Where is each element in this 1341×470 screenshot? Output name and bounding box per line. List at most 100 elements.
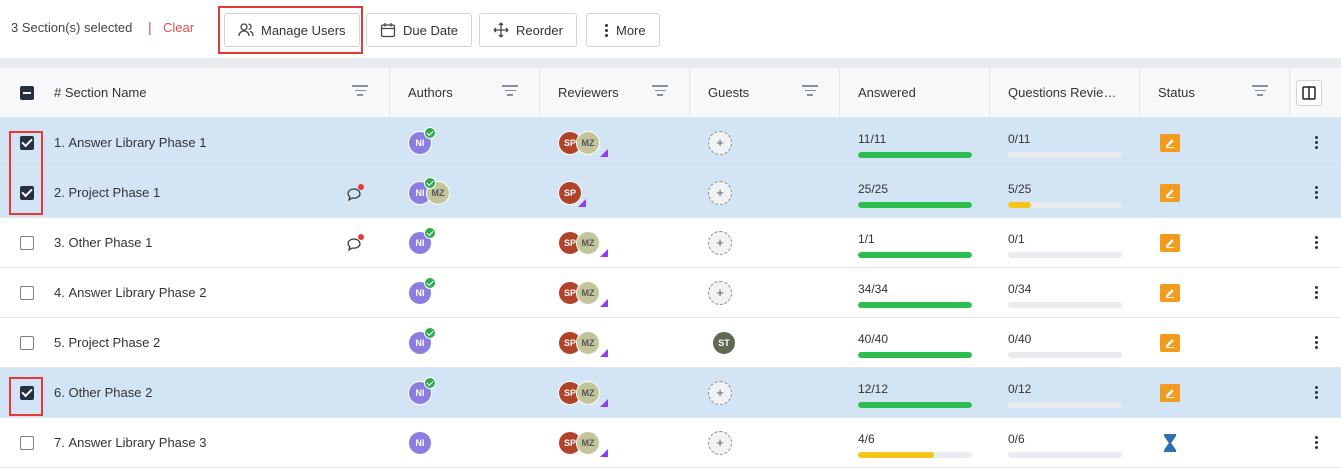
table-row[interactable]: 2. Project Phase 1 NI MZ SP + 25/25 5/25 xyxy=(0,168,1341,218)
row-checkbox[interactable] xyxy=(20,368,34,417)
edit-icon[interactable] xyxy=(1160,333,1180,352)
section-name[interactable]: 4. Answer Library Phase 2 xyxy=(54,268,206,317)
checkbox-icon xyxy=(20,435,34,450)
avatar[interactable]: MZ xyxy=(576,230,600,255)
filter-icon[interactable] xyxy=(652,85,668,99)
add-guest-button[interactable]: + xyxy=(708,180,732,205)
row-checkbox[interactable] xyxy=(20,118,34,167)
table-row[interactable]: 6. Other Phase 2 NI SP MZ + 12/12 0/12 xyxy=(0,368,1341,418)
avatar-group[interactable]: SP xyxy=(558,180,586,207)
manage-users-label: Manage Users xyxy=(261,22,346,38)
row-checkbox[interactable] xyxy=(20,418,34,467)
select-all-checkbox[interactable] xyxy=(20,68,34,117)
avatar[interactable]: MZ xyxy=(576,430,600,455)
guests-cell: + xyxy=(708,418,732,467)
reviewed-count: 0/1 xyxy=(1008,232,1025,246)
add-guest-button[interactable]: + xyxy=(708,280,732,305)
row-actions-button[interactable] xyxy=(1308,118,1324,167)
column-divider xyxy=(539,68,540,117)
progress-fill xyxy=(1008,202,1031,208)
avatar-initials: MZ xyxy=(581,387,595,398)
comment-icon[interactable] xyxy=(346,184,364,202)
table-row[interactable]: 3. Other Phase 1 NI SP MZ + 1/1 0/1 xyxy=(0,218,1341,268)
due-date-button[interactable]: Due Date xyxy=(366,13,472,47)
table-row[interactable]: 5. Project Phase 2 NI SP MZ ST 40/40 0/40 xyxy=(0,318,1341,368)
col-header-section-name[interactable]: # Section Name xyxy=(54,85,147,100)
add-guest-button[interactable]: + xyxy=(708,380,732,405)
status-cell xyxy=(1160,318,1180,367)
avatar[interactable]: NI xyxy=(408,230,432,255)
col-header-questions-reviewed[interactable]: Questions Revie… xyxy=(1008,85,1117,100)
row-actions-button[interactable] xyxy=(1308,418,1324,467)
edit-icon[interactable] xyxy=(1160,133,1180,152)
section-name[interactable]: 2. Project Phase 1 xyxy=(54,168,160,217)
avatar-group[interactable]: NI xyxy=(408,326,436,355)
add-guest-button[interactable]: + xyxy=(708,430,732,455)
table-row[interactable]: 7. Answer Library Phase 3 NI SP MZ + 4/6 0/6 xyxy=(0,418,1341,468)
avatar-group[interactable]: SP MZ xyxy=(558,330,608,357)
row-checkbox[interactable] xyxy=(20,168,34,217)
row-checkbox[interactable] xyxy=(20,268,34,317)
avatar[interactable]: NI xyxy=(408,430,432,455)
avatar-group[interactable]: SP MZ xyxy=(558,130,608,157)
avatar-group[interactable]: SP MZ xyxy=(558,430,608,457)
section-name[interactable]: 3. Other Phase 1 xyxy=(54,218,152,267)
clear-selection-link[interactable]: Clear xyxy=(163,20,195,35)
row-actions-button[interactable] xyxy=(1308,268,1324,317)
section-name[interactable]: 7. Answer Library Phase 3 xyxy=(54,418,206,467)
col-header-authors[interactable]: Authors xyxy=(408,85,453,100)
filter-icon[interactable] xyxy=(502,85,518,99)
row-actions-button[interactable] xyxy=(1308,168,1324,217)
avatar-group[interactable]: SP MZ xyxy=(558,230,608,257)
filter-icon[interactable] xyxy=(1252,85,1268,99)
avatar[interactable]: MZ xyxy=(576,380,600,405)
avatar[interactable]: MZ xyxy=(576,330,600,355)
avatar-group[interactable]: NI xyxy=(408,376,436,405)
manage-users-button[interactable]: Manage Users xyxy=(224,13,360,47)
avatar-group[interactable]: NI xyxy=(408,430,432,455)
add-guest-button[interactable]: + xyxy=(708,230,732,255)
hourglass-icon[interactable] xyxy=(1160,433,1180,453)
guests-cell: ST xyxy=(712,318,736,367)
avatar-group[interactable]: ST xyxy=(712,330,736,355)
row-checkbox[interactable] xyxy=(20,318,34,367)
more-vertical-icon xyxy=(1308,333,1324,353)
avatar-group[interactable]: SP MZ xyxy=(558,380,608,407)
comment-icon[interactable] xyxy=(346,234,364,252)
col-header-reviewers[interactable]: Reviewers xyxy=(558,85,619,100)
add-guest-button[interactable]: + xyxy=(708,130,732,155)
row-actions-button[interactable] xyxy=(1308,318,1324,367)
section-name[interactable]: 5. Project Phase 2 xyxy=(54,318,160,367)
avatar-group[interactable]: NI xyxy=(408,126,436,155)
avatar-group[interactable]: NI xyxy=(408,226,436,255)
row-actions-button[interactable] xyxy=(1308,368,1324,417)
row-actions-button[interactable] xyxy=(1308,218,1324,267)
edit-icon[interactable] xyxy=(1160,283,1180,302)
edit-icon[interactable] xyxy=(1160,383,1180,402)
col-header-guests[interactable]: Guests xyxy=(708,85,750,100)
answered-count: 40/40 xyxy=(858,332,889,346)
filter-icon[interactable] xyxy=(352,85,368,99)
table-row[interactable]: 1. Answer Library Phase 1 NI SP MZ + 11/11 0… xyxy=(0,118,1341,168)
col-header-answered[interactable]: Answered xyxy=(858,85,916,100)
status-cell xyxy=(1160,368,1180,417)
section-name[interactable]: 1. Answer Library Phase 1 xyxy=(54,118,206,167)
table-row[interactable]: 4. Answer Library Phase 2 NI SP MZ + 34/34 0… xyxy=(0,268,1341,318)
section-name[interactable]: 6. Other Phase 2 xyxy=(54,368,152,417)
col-header-status[interactable]: Status xyxy=(1158,85,1195,100)
avatar[interactable]: ST xyxy=(712,330,736,355)
edit-icon[interactable] xyxy=(1160,233,1180,252)
more-button[interactable]: More xyxy=(586,13,660,47)
status-cell xyxy=(1160,268,1180,317)
avatar-group[interactable]: NI MZ xyxy=(408,176,450,205)
avatar-group[interactable]: NI xyxy=(408,276,436,305)
reorder-button[interactable]: Reorder xyxy=(479,13,577,47)
row-checkbox[interactable] xyxy=(20,218,34,267)
edit-icon[interactable] xyxy=(1160,183,1180,202)
checked-checkbox-icon xyxy=(20,385,34,400)
avatar[interactable]: MZ xyxy=(576,130,600,155)
filter-icon[interactable] xyxy=(802,85,818,99)
column-settings-button[interactable] xyxy=(1296,68,1322,117)
avatar-group[interactable]: SP MZ xyxy=(558,280,608,307)
avatar[interactable]: MZ xyxy=(576,280,600,305)
